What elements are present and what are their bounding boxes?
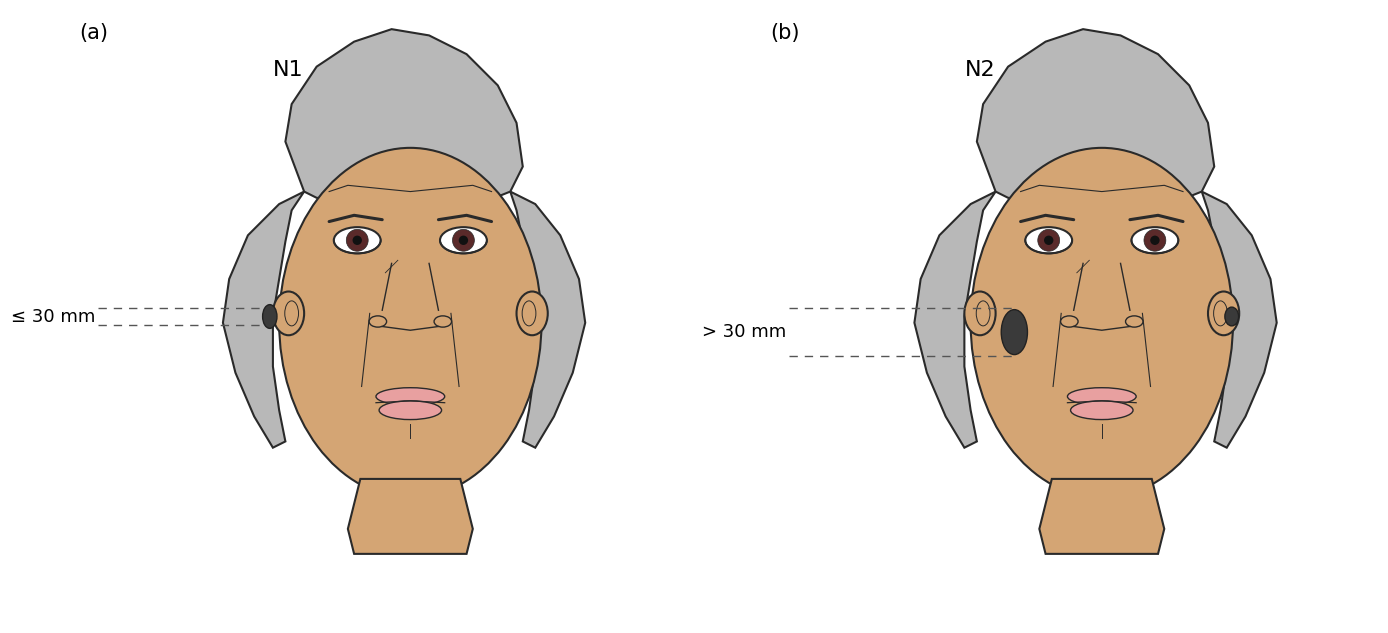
Ellipse shape: [333, 227, 380, 253]
Polygon shape: [1040, 479, 1165, 554]
Polygon shape: [511, 192, 586, 448]
Ellipse shape: [1070, 401, 1133, 420]
Ellipse shape: [279, 148, 541, 498]
Ellipse shape: [1151, 235, 1159, 245]
Polygon shape: [223, 192, 304, 448]
Polygon shape: [915, 192, 995, 448]
Ellipse shape: [1026, 227, 1072, 253]
Ellipse shape: [970, 148, 1233, 498]
Ellipse shape: [1044, 235, 1053, 245]
Text: (b): (b): [770, 23, 801, 43]
Ellipse shape: [1067, 387, 1137, 405]
Ellipse shape: [1126, 316, 1144, 327]
Ellipse shape: [273, 292, 304, 335]
Ellipse shape: [440, 227, 487, 253]
Ellipse shape: [434, 316, 451, 327]
Ellipse shape: [376, 387, 444, 405]
Text: (a): (a): [79, 23, 108, 43]
Ellipse shape: [459, 235, 468, 245]
Ellipse shape: [1224, 307, 1238, 326]
Text: ≤ 30 mm: ≤ 30 mm: [11, 308, 94, 325]
Ellipse shape: [1131, 227, 1178, 253]
Ellipse shape: [1144, 229, 1166, 251]
Ellipse shape: [353, 235, 362, 245]
Ellipse shape: [262, 304, 278, 329]
Ellipse shape: [1001, 310, 1027, 354]
Ellipse shape: [1208, 292, 1239, 335]
Text: N1: N1: [273, 60, 304, 80]
Text: N2: N2: [965, 60, 995, 80]
Ellipse shape: [452, 229, 475, 251]
Ellipse shape: [346, 229, 368, 251]
Polygon shape: [1202, 192, 1277, 448]
Ellipse shape: [516, 292, 548, 335]
Polygon shape: [348, 479, 473, 554]
Ellipse shape: [379, 401, 441, 420]
Ellipse shape: [1038, 229, 1059, 251]
Polygon shape: [286, 29, 523, 204]
Text: > 30 mm: > 30 mm: [702, 323, 787, 341]
Ellipse shape: [1060, 316, 1078, 327]
Ellipse shape: [965, 292, 995, 335]
Ellipse shape: [369, 316, 387, 327]
Polygon shape: [977, 29, 1214, 204]
